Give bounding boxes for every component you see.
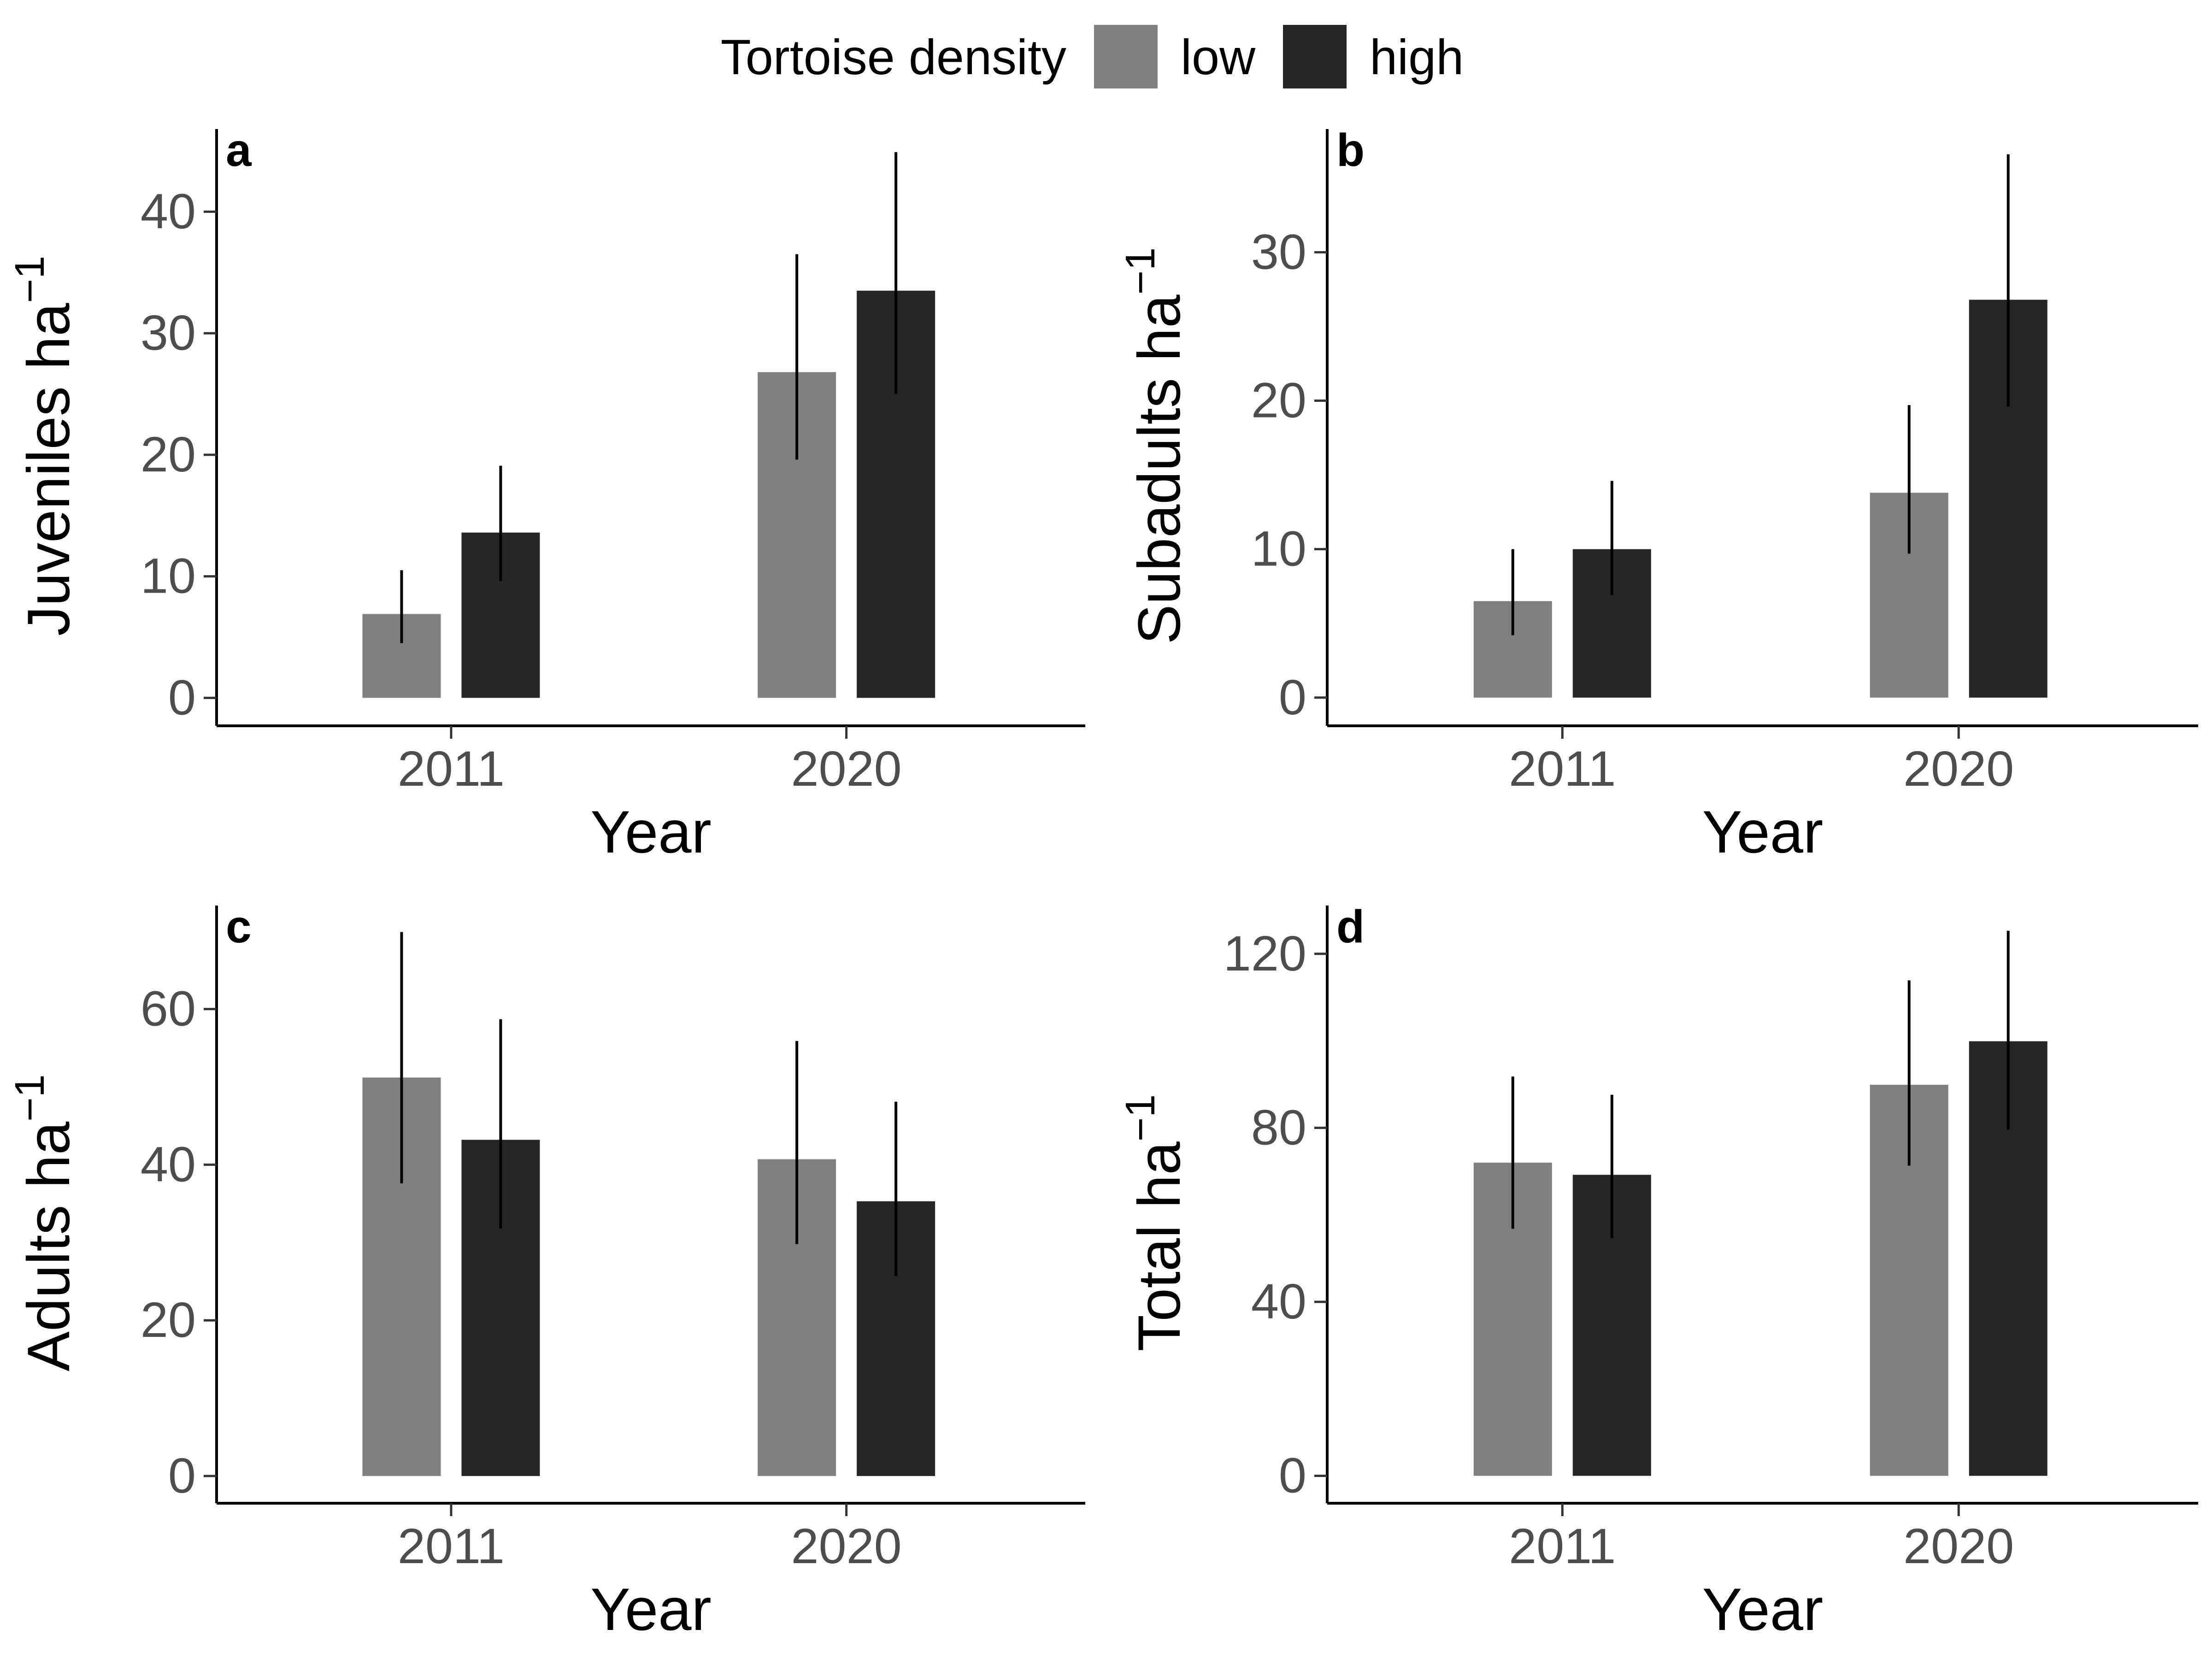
y-tick-label: 40 xyxy=(141,1136,196,1192)
x-tick-label: 2020 xyxy=(1903,1518,2014,1574)
chart-panel-d: 0 40 80 120 2011 2020 d Year Total ha−1 xyxy=(1118,901,2198,1643)
y-axis-title: Subadults ha−1 xyxy=(1118,247,1193,645)
x-axis-title: Year xyxy=(1702,798,1824,865)
y-axis-title-text: Adults ha xyxy=(15,1121,82,1371)
y-tick-label: 80 xyxy=(1251,1099,1306,1155)
y-tick-label: 20 xyxy=(1251,372,1306,428)
chart-panel-b: 0 10 20 30 2011 2020 b Year Subadults ha−1 xyxy=(1118,124,2198,865)
x-tick-label: 2011 xyxy=(398,741,505,796)
panel-label: c xyxy=(226,901,252,953)
x-tick-label: 2020 xyxy=(1903,741,2014,796)
y-axis-title-text: Subadults ha xyxy=(1125,294,1193,645)
legend-label-high: high xyxy=(1370,29,1464,85)
y-tick-label: 30 xyxy=(141,305,196,360)
y-tick-label: 60 xyxy=(141,981,196,1036)
y-tick-label: 40 xyxy=(1251,1273,1306,1329)
x-tick-label: 2020 xyxy=(791,741,901,796)
x-tick-label: 2011 xyxy=(1509,741,1616,796)
legend-title: Tortoise density xyxy=(720,29,1067,85)
x-tick-label: 2011 xyxy=(1509,1518,1616,1574)
panel-label: d xyxy=(1336,901,1365,953)
legend: Tortoise density low high xyxy=(0,13,2212,100)
y-tick-label: 0 xyxy=(168,669,196,725)
y-axis-title-superscript: −1 xyxy=(1118,247,1164,295)
y-tick-label: 0 xyxy=(1279,669,1306,725)
y-tick-label: 20 xyxy=(141,1292,196,1347)
y-axis-title-text: Total ha xyxy=(1125,1141,1193,1351)
legend-label-low: low xyxy=(1181,29,1256,85)
x-axis-title: Year xyxy=(590,798,712,865)
y-tick-label: 120 xyxy=(1224,925,1306,981)
y-tick-label: 40 xyxy=(141,183,196,239)
legend-swatch-low xyxy=(1094,25,1158,88)
chart-panel-a: 0 10 20 30 40 2011 2020 a Year Juveniles ha−1 xyxy=(7,124,1085,865)
y-axis-title-superscript: −1 xyxy=(1118,1094,1164,1142)
y-axis-title: Adults ha−1 xyxy=(7,1074,82,1371)
x-axis-title: Year xyxy=(1702,1576,1824,1643)
y-tick-label: 10 xyxy=(141,548,196,604)
panel-label: b xyxy=(1336,124,1365,176)
x-axis-title: Year xyxy=(590,1576,712,1643)
legend-swatch-high xyxy=(1283,25,1347,88)
y-axis-title-superscript: −1 xyxy=(7,256,53,303)
panel-label: a xyxy=(226,124,252,176)
y-tick-label: 0 xyxy=(168,1447,196,1503)
y-tick-label: 30 xyxy=(1251,224,1306,279)
x-tick-label: 2011 xyxy=(398,1518,505,1574)
y-axis-title-text: Juveniles ha xyxy=(15,303,82,636)
y-axis-title: Total ha−1 xyxy=(1118,1094,1193,1352)
legend-item-low: low xyxy=(1094,25,1255,88)
legend-item-high: high xyxy=(1283,25,1464,88)
y-axis-title: Juveniles ha−1 xyxy=(7,256,82,636)
y-tick-label: 20 xyxy=(141,426,196,482)
y-tick-label: 0 xyxy=(1279,1447,1306,1503)
y-tick-label: 10 xyxy=(1251,521,1306,577)
y-axis-title-superscript: −1 xyxy=(7,1074,53,1122)
chart-panel-c: 0 20 40 60 2011 2020 c Year Adults ha−1 xyxy=(7,901,1085,1643)
x-tick-label: 2020 xyxy=(791,1518,901,1574)
